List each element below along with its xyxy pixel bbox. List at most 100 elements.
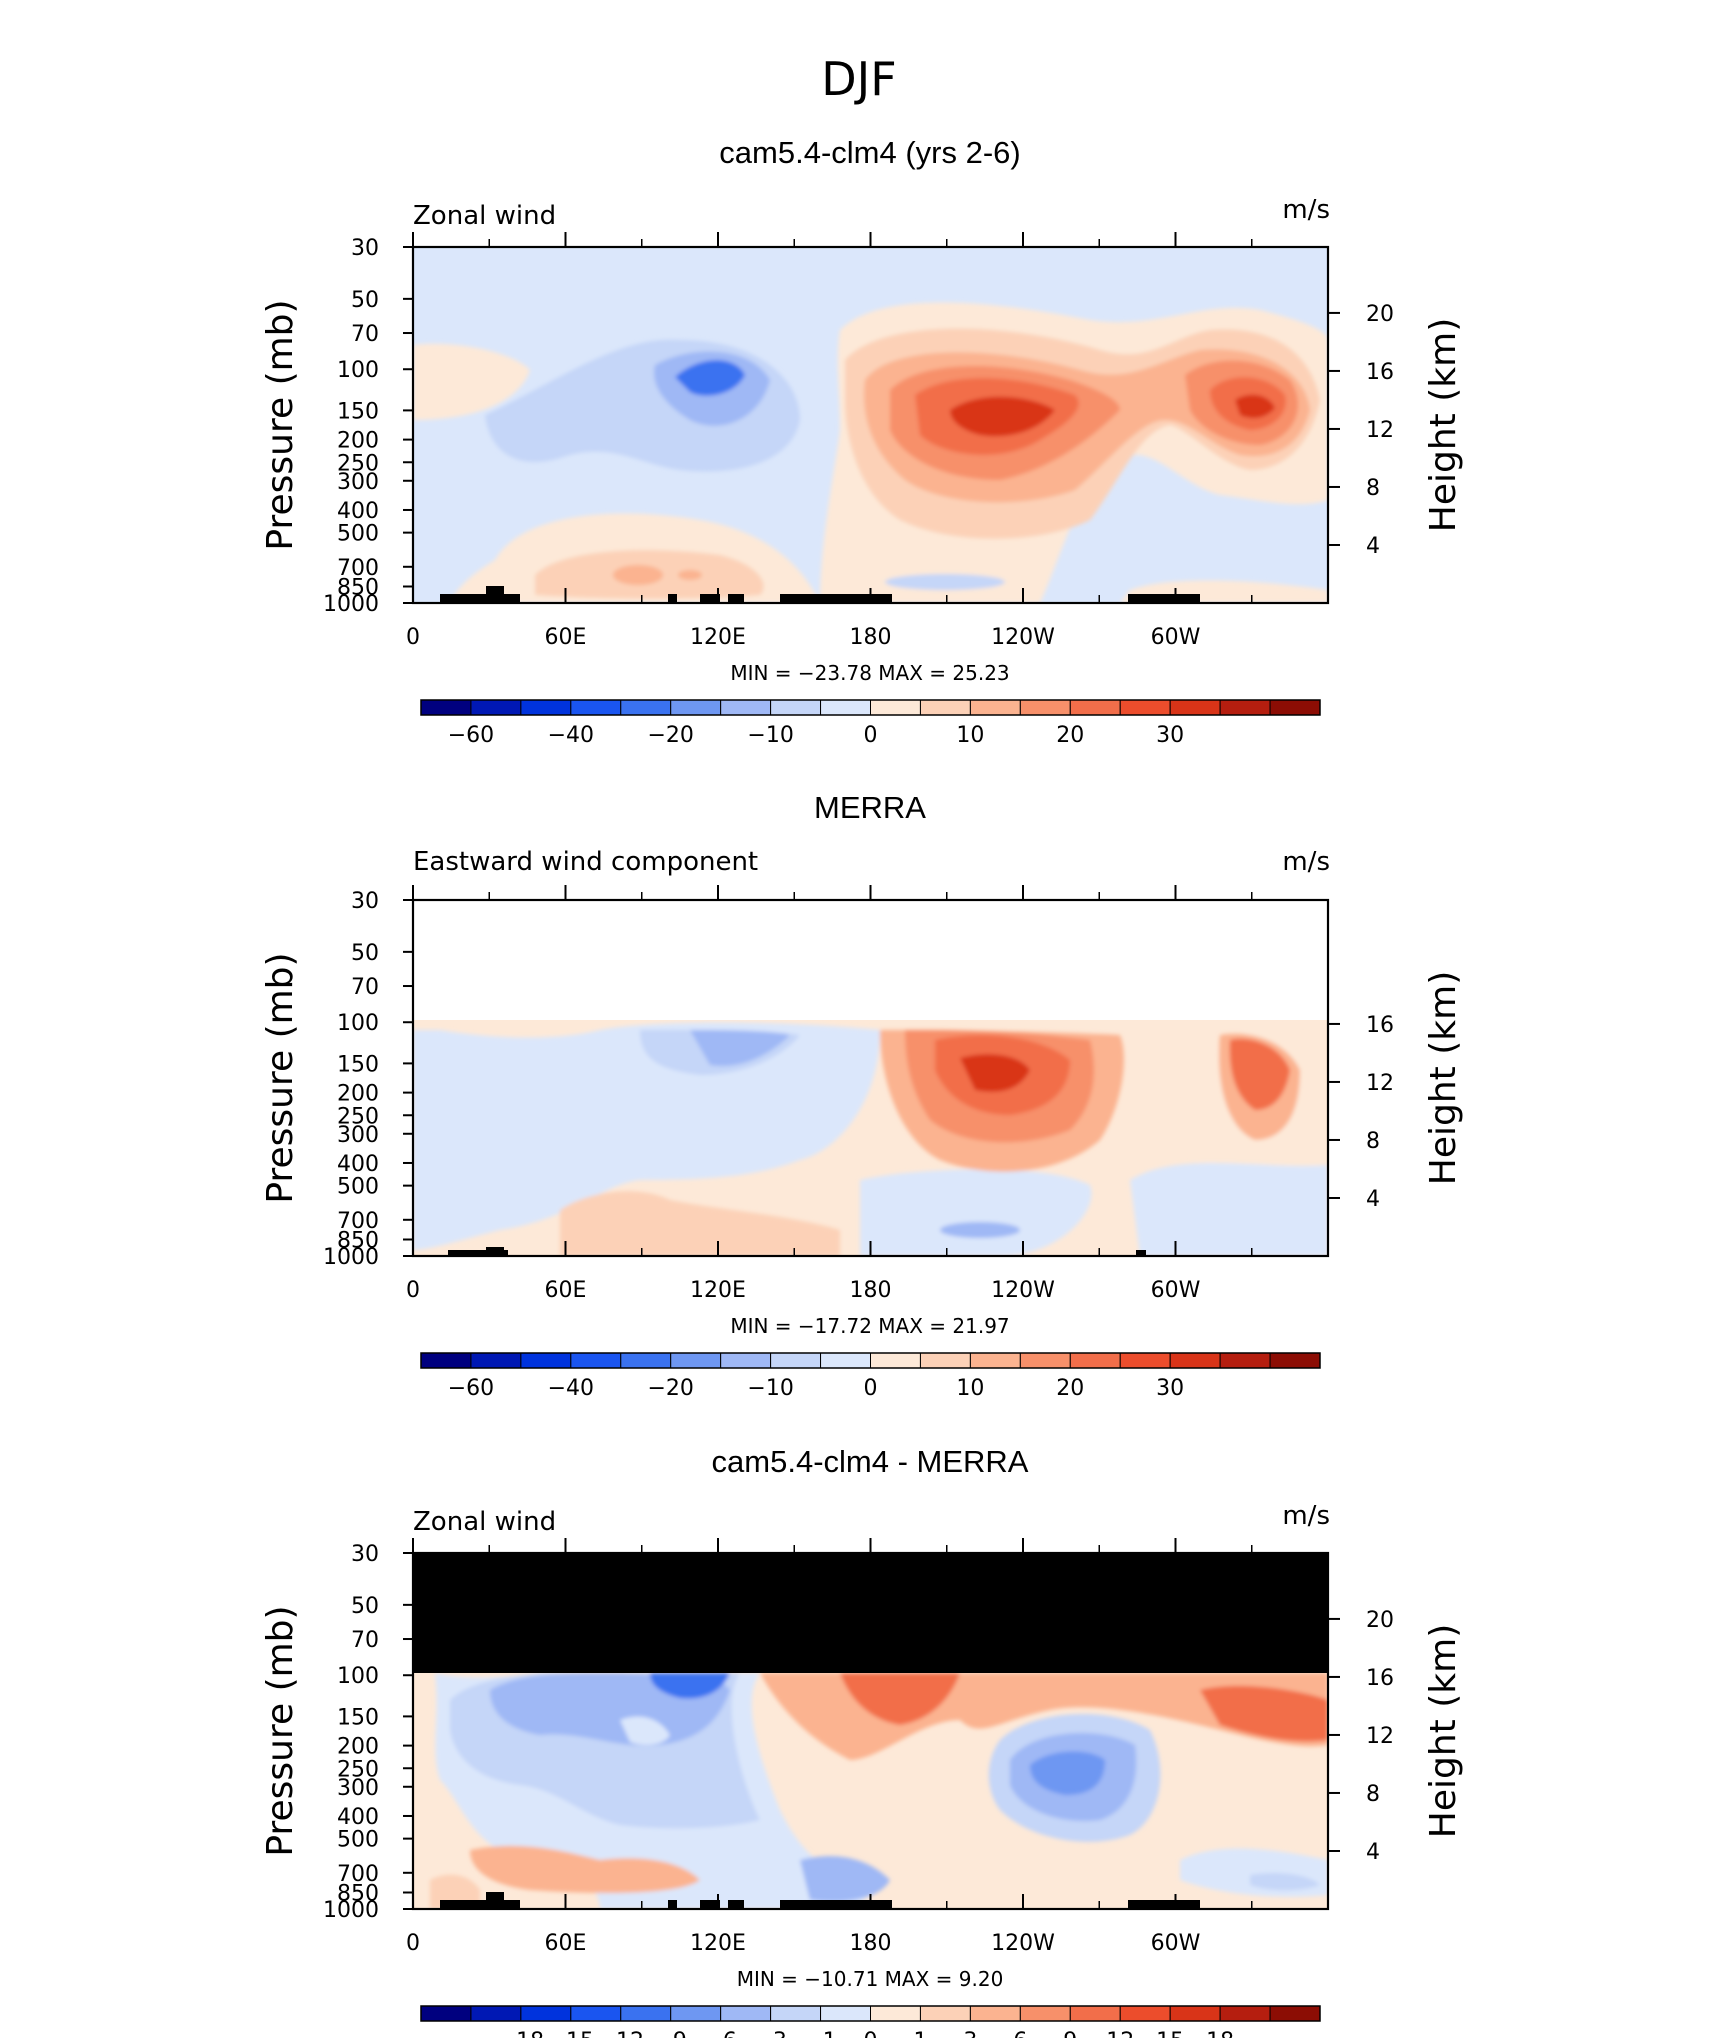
y-tick-label: 700: [337, 1862, 379, 1887]
y-tick-label: 50: [351, 288, 379, 313]
y2-axis-label: Height (km): [1423, 1624, 1464, 1838]
panel-title: cam5.4-clm4 (yrs 2-6): [719, 135, 1020, 170]
colorbar-label: −40: [548, 723, 594, 748]
colorbar-label: −10: [747, 723, 793, 748]
x-tick-label: 120W: [991, 625, 1055, 650]
y-tick-label: 50: [351, 941, 379, 966]
colorbar-swatch: [870, 699, 921, 716]
colorbar-swatch: [820, 2005, 871, 2022]
colorbar-label: −3: [754, 2029, 786, 2038]
y-tick-label: 700: [337, 556, 379, 581]
min-max-text: MIN = −23.78 MAX = 25.23: [730, 661, 1009, 685]
colorbar-frame: [420, 2005, 1321, 2022]
subtitle-left: Eastward wind component: [413, 847, 758, 877]
topography: [440, 1892, 1200, 1909]
y-tick-label: 30: [351, 236, 379, 261]
y-tick-label: 400: [337, 1805, 379, 1830]
colorbar-label: 15: [1156, 2029, 1184, 2038]
y-tick-label: 500: [337, 1828, 379, 1853]
subtitle-left: Zonal wind: [413, 201, 556, 231]
colorbar-label: 6: [1013, 2029, 1027, 2038]
colorbar-swatch: [1269, 1352, 1321, 1369]
panel-title: MERRA: [814, 790, 926, 825]
colorbar-swatch: [770, 699, 822, 716]
x-tick-label: 120W: [991, 1278, 1055, 1303]
colorbar-label: 20: [1056, 723, 1084, 748]
y-tick-label: 300: [337, 1776, 379, 1801]
colorbar-swatch: [1119, 2005, 1171, 2022]
colorbar-swatch: [520, 1352, 572, 1369]
x-tick-label: 180: [850, 625, 892, 650]
colorbar-swatch: [969, 1352, 1021, 1369]
contour-field: [413, 247, 1328, 603]
colorbar-swatch: [870, 1352, 921, 1369]
y-tick-label: 150: [337, 399, 379, 424]
colorbar-label: 9: [1063, 2029, 1077, 2038]
colorbar-swatch: [720, 699, 772, 716]
x-tick-label: 60E: [545, 625, 587, 650]
colorbar-swatch: [1069, 699, 1121, 716]
y-tick-label: 200: [337, 1735, 379, 1760]
x-tick-label: 60E: [545, 1931, 587, 1956]
x-tick-label: 60E: [545, 1278, 587, 1303]
y-tick-label: 70: [351, 975, 379, 1000]
colorbar-frame: [420, 699, 1321, 716]
page-title: DJF: [821, 52, 896, 106]
y-tick-label: 250: [337, 451, 379, 476]
colorbar-swatch: [720, 1352, 772, 1369]
y-tick-label: 200: [337, 429, 379, 454]
y2-axis-label: Height (km): [1423, 971, 1464, 1185]
y-axis-label: Pressure (mb): [260, 1605, 301, 1856]
colorbar-label: 12: [1106, 2029, 1134, 2038]
colorbar-label: 18: [1206, 2029, 1234, 2038]
y-tick-label: 850: [337, 1882, 379, 1907]
colorbar-label: −40: [548, 1376, 594, 1401]
colorbar-swatch: [520, 699, 572, 716]
y2-tick-label: 8: [1366, 1782, 1380, 1807]
colorbar-label: −60: [448, 723, 494, 748]
colorbar-label: 30: [1156, 1376, 1184, 1401]
y2-tick-label: 16: [1366, 1013, 1394, 1038]
y-tick-label: 100: [337, 1664, 379, 1689]
colorbar-swatch: [1169, 699, 1221, 716]
colorbar-swatch: [570, 699, 622, 716]
subtitle-right: m/s: [1282, 195, 1330, 225]
y2-tick-label: 16: [1366, 1666, 1394, 1691]
subtitle-right: m/s: [1282, 1501, 1330, 1531]
y2-tick-label: 20: [1366, 1608, 1394, 1633]
colorbar-swatch: [570, 2005, 622, 2022]
y-tick-label: 150: [337, 1705, 379, 1730]
y2-tick-label: 12: [1366, 1724, 1394, 1749]
y-axis-label: Pressure (mb): [260, 952, 301, 1203]
colorbar-label: 30: [1156, 723, 1184, 748]
colorbar-swatch: [1069, 2005, 1121, 2022]
colorbar-label: 0: [864, 723, 878, 748]
colorbar-swatch: [670, 699, 722, 716]
subtitle-right: m/s: [1282, 847, 1330, 877]
colorbar-swatch: [420, 2005, 472, 2022]
y-tick-label: 850: [337, 1229, 379, 1254]
colorbar-swatch: [620, 2005, 672, 2022]
y-tick-label: 100: [337, 358, 379, 383]
colorbar-swatch: [1219, 2005, 1271, 2022]
y2-axis-label: Height (km): [1423, 318, 1464, 532]
x-tick-label: 120E: [690, 625, 746, 650]
y-tick-label: 400: [337, 1152, 379, 1177]
y-tick-label: 200: [337, 1082, 379, 1107]
y-tick-label: 300: [337, 1123, 379, 1148]
colorbar-swatch: [420, 699, 472, 716]
colorbar-swatch: [720, 2005, 772, 2022]
colorbar-swatch: [520, 2005, 572, 2022]
colorbar-swatch: [1019, 699, 1071, 716]
colorbar-label: −18: [498, 2029, 544, 2038]
colorbar-swatch: [420, 1352, 472, 1369]
colorbar-swatch: [1169, 1352, 1221, 1369]
y2-tick-label: 8: [1366, 1129, 1380, 1154]
colorbar-swatch: [1219, 699, 1271, 716]
x-tick-label: 0: [406, 625, 420, 650]
colorbar-swatch: [1269, 699, 1321, 716]
y-tick-label: 500: [337, 1175, 379, 1200]
colorbar-swatch: [1119, 1352, 1171, 1369]
contour-field: [413, 1553, 1328, 1909]
x-tick-label: 120E: [690, 1278, 746, 1303]
